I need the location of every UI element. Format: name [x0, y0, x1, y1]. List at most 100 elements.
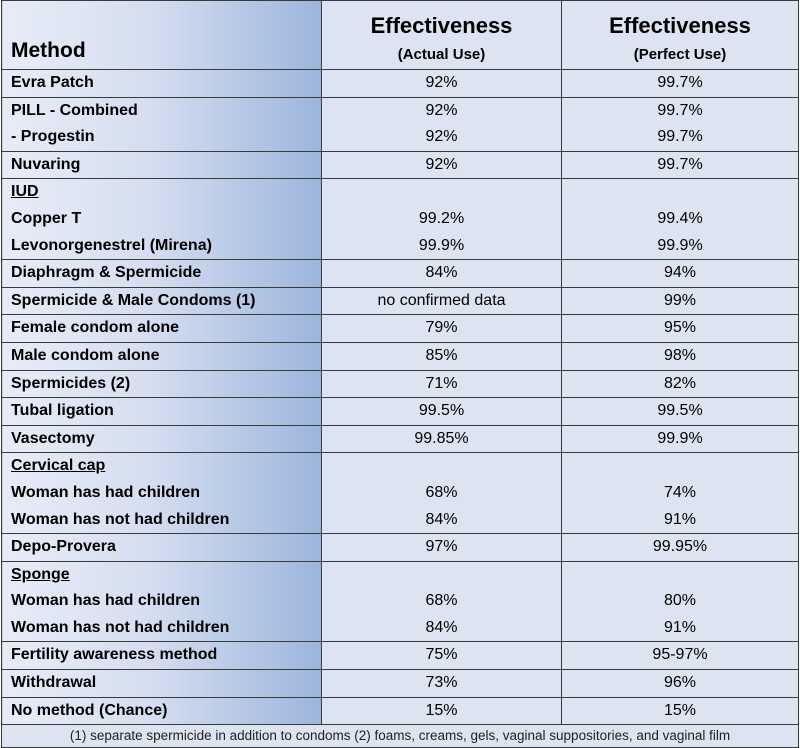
- method-label: Vasectomy: [11, 429, 95, 447]
- actual-use-cell: 97%: [321, 533, 562, 562]
- group-heading: IUD: [11, 183, 39, 201]
- method-cell: Withdrawal: [1, 669, 322, 698]
- table-row: IUD Copper T Levonorgenestrel (Mirena) 99.2…: [1, 178, 799, 261]
- table-row: Female condom alone 79% 95%: [1, 314, 799, 343]
- table-row: Diaphragm & Spermicide 84% 94%: [1, 259, 799, 288]
- actual-use-cell: 99.5%: [321, 397, 562, 426]
- effectiveness-value: 71%: [425, 374, 458, 392]
- actual-use-cell: 73%: [321, 669, 562, 698]
- method-label: Woman has had children: [11, 592, 201, 610]
- method-label: - Progestin: [11, 128, 95, 146]
- method-label: PILL - Combined: [11, 101, 138, 119]
- table-row: Spermicides (2) 71% 82%: [1, 369, 799, 399]
- perfect-use-cell: 96%: [561, 669, 799, 698]
- actual-use-cell: 68% 84%: [321, 452, 562, 535]
- method-cell: Diaphragm & Spermicide: [1, 259, 322, 288]
- actual-use-cell: 68% 84%: [321, 560, 562, 643]
- method-cell: Fertility awareness method: [1, 641, 322, 671]
- effectiveness-value: 99.4%: [657, 209, 703, 227]
- actual-use-cell: 84%: [321, 259, 562, 288]
- effectiveness-value: 84%: [425, 510, 458, 528]
- perfect-use-cell: 99.9%: [561, 424, 799, 454]
- effectiveness-value: 84%: [425, 264, 458, 282]
- method-label: Diaphragm & Spermicide: [11, 264, 202, 282]
- effectiveness-value: no confirmed data: [377, 291, 506, 309]
- effectiveness-value: 91%: [663, 618, 697, 636]
- effectiveness-value: 95-97%: [652, 646, 708, 664]
- effectiveness-value: 99.5%: [418, 402, 465, 420]
- method-label: Withdrawal: [11, 674, 97, 692]
- table-row: Tubal ligation 99.5% 99.5%: [1, 397, 799, 426]
- method-cell: No method (Chance): [1, 696, 322, 726]
- method-label: Spermicide & Male Condoms (1): [11, 291, 256, 309]
- effectiveness-value: 99.85%: [414, 429, 469, 447]
- actual-use-cell: 71%: [321, 369, 562, 399]
- effectiveness-value: 99.7%: [657, 128, 703, 146]
- method-label: Fertility awareness method: [11, 646, 218, 664]
- method-cell: PILL - Combined - Progestin: [1, 96, 322, 152]
- effectiveness-value: [322, 453, 561, 480]
- effectiveness-value: [322, 179, 561, 206]
- footnote-row: (1) separate spermicide in addition to c…: [1, 724, 799, 748]
- method-cell: Vasectomy: [1, 424, 322, 454]
- method-label: Copper T: [11, 209, 82, 227]
- effectiveness-value: 84%: [425, 618, 458, 636]
- perfect-use-cell: 74% 91%: [561, 452, 799, 535]
- effectiveness-value: 75%: [425, 646, 458, 664]
- effectiveness-value: 15%: [425, 701, 458, 719]
- perfect-use-cell: 95-97%: [561, 641, 799, 671]
- footnote: (1) separate spermicide in addition to c…: [1, 724, 799, 748]
- effectiveness-value: 99.7%: [657, 155, 703, 173]
- perfect-use-cell: 99.4% 99.9%: [561, 178, 799, 261]
- perfect-use-cell: 99.5%: [561, 397, 799, 426]
- effectiveness-value: [562, 562, 798, 589]
- effectiveness-value: 99.2%: [418, 209, 465, 227]
- method-cell: Cervical cap Woman has had children Woman …: [1, 452, 322, 535]
- effectiveness-value: 68%: [425, 483, 458, 501]
- perfect-use-cell: 82%: [561, 369, 799, 399]
- actual-use-cell: 99.2% 99.9%: [321, 178, 562, 261]
- method-label: Spermicides (2): [11, 374, 131, 392]
- actual-use-header-title: Effectiveness: [370, 13, 513, 38]
- method-label: Male condom alone: [11, 346, 160, 364]
- perfect-use-header-title: Effectiveness: [609, 13, 751, 38]
- effectiveness-value: 99.95%: [652, 538, 708, 556]
- table-row: Vasectomy 99.85% 99.9%: [1, 424, 799, 454]
- effectiveness-value: 91%: [663, 510, 697, 528]
- actual-use-header-subtitle: (Actual Use): [397, 46, 486, 63]
- perfect-use-cell: 99.7% 99.7%: [561, 96, 799, 152]
- table-body: Evra Patch 92% 99.7% PILL - Combined - Proge…: [1, 69, 799, 726]
- effectiveness-value: 94%: [663, 264, 697, 282]
- method-label: Female condom alone: [11, 319, 180, 337]
- effectiveness-value: 99.9%: [657, 236, 703, 254]
- method-label: Levonorgenestrel (Mirena): [11, 236, 212, 254]
- effectiveness-value: 99.5%: [657, 402, 703, 420]
- effectiveness-value: 92%: [425, 74, 458, 91]
- method-cell: Spermicide & Male Condoms (1): [1, 286, 322, 316]
- effectiveness-value: 99%: [663, 291, 697, 309]
- table-row: Sponge Woman has had children Woman has no…: [1, 560, 799, 643]
- method-label: Woman has had children: [11, 483, 201, 501]
- actual-use-cell: 15%: [321, 696, 562, 726]
- effectiveness-value: 97%: [425, 538, 458, 556]
- table-row: Withdrawal 73% 96%: [1, 669, 799, 698]
- effectiveness-value: 79%: [425, 319, 458, 337]
- effectiveness-value: 96%: [663, 674, 697, 692]
- perfect-use-cell: 99.7%: [561, 69, 799, 98]
- table-row: Fertility awareness method 75% 95-97%: [1, 641, 799, 671]
- effectiveness-value: 74%: [663, 483, 697, 501]
- effectiveness-value: 99.7%: [657, 101, 703, 119]
- table-row: Cervical cap Woman has had children Woman …: [1, 452, 799, 535]
- effectiveness-value: 80%: [663, 592, 697, 610]
- effectiveness-value: 85%: [425, 346, 458, 364]
- method-cell: Female condom alone: [1, 314, 322, 343]
- effectiveness-value: 95%: [663, 319, 697, 337]
- method-label: Tubal ligation: [11, 402, 114, 420]
- method-cell: Spermicides (2): [1, 369, 322, 399]
- effectiveness-value: 92%: [425, 128, 458, 146]
- method-label: Nuvaring: [11, 155, 81, 173]
- perfect-use-header-subtitle: (Perfect Use): [633, 46, 727, 63]
- actual-use-cell: 92%: [321, 150, 562, 180]
- method-cell: Nuvaring: [1, 150, 322, 180]
